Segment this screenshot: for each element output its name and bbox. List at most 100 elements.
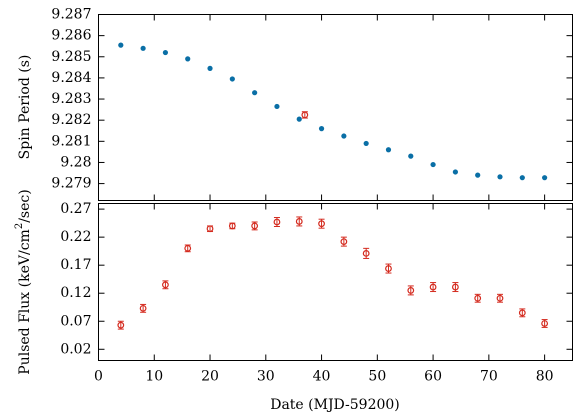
pulsed-flux-errorbar-point xyxy=(362,247,370,259)
pulsed-flux-errorbar-point xyxy=(295,216,303,227)
spin-period-panel: 9.279 9.28 9.281 9.282 9.283 9.284 9.285 9.286 9… xyxy=(17,7,573,201)
spin-period-ytick-label: 9.282 xyxy=(51,112,91,128)
pulsed-flux-frame xyxy=(98,203,573,361)
spin-period-ticks: 9.279 9.28 9.281 9.282 9.283 9.284 9.285 9.286 9… xyxy=(51,7,573,201)
open-circle-marker xyxy=(162,281,169,289)
pulsed-flux-ytick-label: 0.12 xyxy=(60,285,91,301)
spin-period-ytick-label: 9.281 xyxy=(51,133,91,149)
date-xtick-label: 20 xyxy=(201,369,219,385)
pulsed-flux-ytick-label: 0.27 xyxy=(60,201,91,217)
pulsed-flux-errorbar-point xyxy=(474,293,482,303)
spin-period-point xyxy=(318,126,325,132)
open-circle-marker xyxy=(301,111,309,119)
pulsed-flux-errorbar-point xyxy=(496,293,504,303)
open-circle-marker xyxy=(407,287,415,294)
date-xtick-label: 40 xyxy=(313,369,331,385)
spin-period-point xyxy=(118,42,124,48)
open-circle-marker xyxy=(429,283,437,291)
spin-period-ytick-label: 9.283 xyxy=(51,91,91,107)
open-circle-marker xyxy=(362,250,370,257)
spin-period-point xyxy=(229,76,235,82)
spin-period-point xyxy=(475,172,481,178)
pulsed-flux-errorbar-point xyxy=(407,285,415,296)
pulsed-flux-ticks: 0.02 0.07 0.12 0.17 0.22 0.27 0 10 20 30 40 50 60 70 8… xyxy=(60,201,573,385)
open-circle-marker xyxy=(385,265,392,272)
open-circle-marker xyxy=(117,321,125,329)
spin-period-point xyxy=(185,56,191,62)
spin-period-point xyxy=(452,169,458,175)
spin-period-ytick-label: 9.287 xyxy=(51,7,91,23)
pulsed-flux-marks xyxy=(117,216,549,330)
pulsed-flux-errorbar-point xyxy=(451,282,459,293)
spin-period-point xyxy=(296,116,302,122)
open-circle-marker xyxy=(451,283,459,291)
spin-period-point xyxy=(497,174,503,180)
spin-period-point xyxy=(363,140,369,147)
open-circle-marker xyxy=(496,294,504,302)
pulsed-flux-errorbar-point xyxy=(340,236,348,247)
pulsed-flux-errorbar-point xyxy=(184,244,192,253)
spin-period-point xyxy=(430,161,436,168)
pulsed-flux-ytick-label: 0.17 xyxy=(60,257,91,273)
open-circle-marker xyxy=(340,238,348,246)
date-axis-title: Date (MJD-59200) xyxy=(270,397,400,413)
open-circle-marker xyxy=(206,225,214,233)
open-circle-marker xyxy=(541,320,549,327)
pulsed-flux-panel: 0.02 0.07 0.12 0.17 0.22 0.27 0 10 20 30 40 50 60 70 8… xyxy=(14,189,573,413)
open-circle-marker xyxy=(139,304,147,312)
date-xtick-label: 10 xyxy=(145,369,163,385)
spin-period-point xyxy=(408,153,414,159)
open-circle-marker xyxy=(228,222,236,230)
open-circle-marker xyxy=(318,220,325,228)
pulsed-flux-ytick-label: 0.02 xyxy=(60,341,91,357)
spin-period-frame xyxy=(98,14,573,201)
pulsed-flux-axis-title: Pulsed Flux (keV/cm2/sec) xyxy=(14,189,33,374)
pulsed-flux-errorbar-point xyxy=(139,303,147,313)
open-circle-marker xyxy=(474,294,482,302)
spin-period-point xyxy=(252,90,258,96)
pulsed-flux-errorbar-point xyxy=(117,320,125,330)
pulsed-flux-errorbar-point xyxy=(541,319,549,328)
spin-period-marks xyxy=(118,42,548,181)
open-circle-marker xyxy=(251,222,259,230)
spin-period-errorbar-point xyxy=(301,111,309,119)
pulsed-flux-errorbar-point xyxy=(518,308,526,318)
open-circle-marker xyxy=(295,218,303,225)
spin-period-point xyxy=(274,103,280,110)
spin-period-point xyxy=(140,45,146,51)
spin-period-point xyxy=(519,175,525,181)
spin-period-point xyxy=(162,49,169,56)
date-xtick-label: 50 xyxy=(368,369,386,385)
open-circle-marker xyxy=(184,244,192,252)
pulsed-flux-errorbar-point xyxy=(206,225,214,233)
date-xtick-label: 60 xyxy=(424,369,442,385)
pulsed-flux-ytick-label: 0.07 xyxy=(60,313,91,329)
date-xtick-label: 80 xyxy=(536,369,554,385)
pulsed-flux-errorbar-point xyxy=(385,263,392,274)
pulsed-flux-errorbar-point xyxy=(162,280,169,290)
spin-period-point xyxy=(542,175,548,181)
pulsed-flux-errorbar-point xyxy=(251,221,259,231)
spin-period-axis-title: Spin Period (s) xyxy=(17,55,33,160)
spin-period-ytick-label: 9.28 xyxy=(60,154,91,170)
pulsed-flux-axis-title-sup: 2 xyxy=(14,223,25,229)
date-xtick-label: 70 xyxy=(480,369,498,385)
pulsed-flux-errorbar-point xyxy=(228,222,236,230)
spin-period-point xyxy=(207,65,213,71)
spin-period-point xyxy=(341,133,347,139)
date-xtick-label: 0 xyxy=(94,369,103,385)
pulsed-flux-errorbar-point xyxy=(273,217,281,227)
pulsed-flux-axis-title-before: Pulsed Flux (keV/cm xyxy=(17,229,33,375)
spin-period-ytick-label: 9.285 xyxy=(51,49,91,65)
spin-period-ytick-label: 9.284 xyxy=(51,70,91,86)
spin-period-ytick-label: 9.279 xyxy=(51,176,91,192)
spin-period-point xyxy=(385,147,392,153)
date-xtick-label: 30 xyxy=(257,369,275,385)
pulsed-flux-errorbar-point xyxy=(318,218,325,229)
pulsed-flux-ytick-label: 0.22 xyxy=(60,229,91,245)
spin-period-ytick-label: 9.286 xyxy=(51,28,91,44)
open-circle-marker xyxy=(273,218,281,226)
pulsed-flux-errorbar-point xyxy=(429,282,437,293)
pulsed-flux-axis-title-after: /sec) xyxy=(17,189,33,223)
